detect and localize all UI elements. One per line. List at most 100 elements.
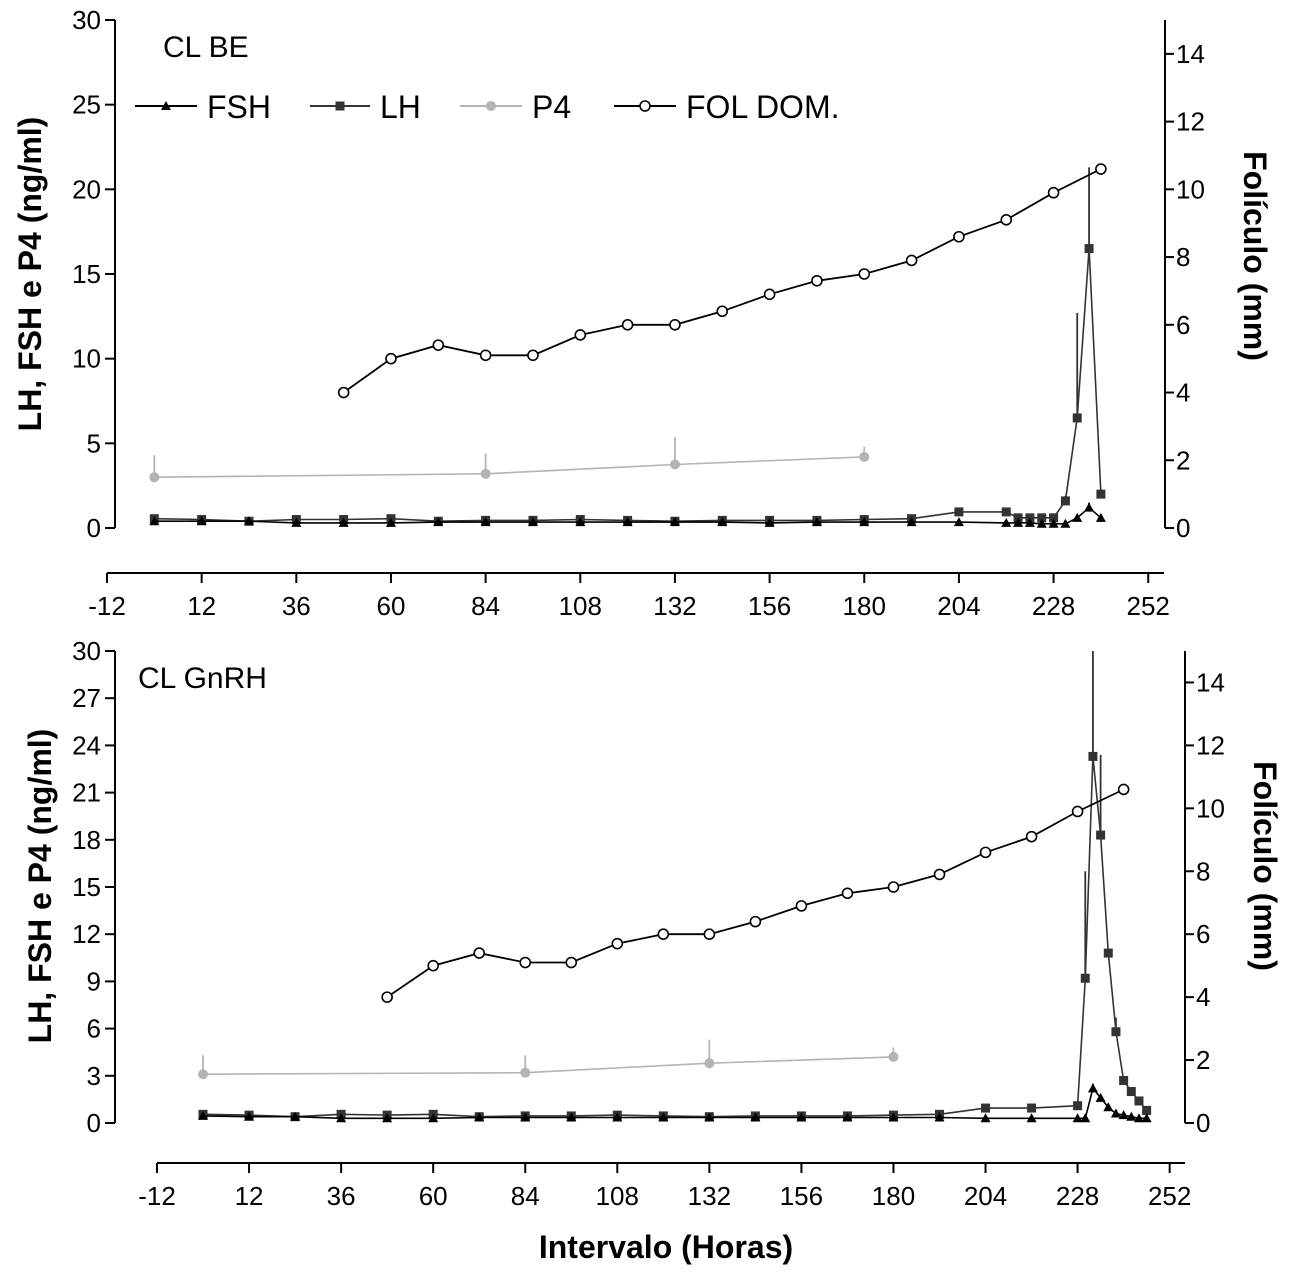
y-tick-label-left: 15 <box>72 872 101 902</box>
data-point-fsh <box>196 516 207 526</box>
data-point-fol <box>479 349 492 362</box>
data-point-fsh <box>336 1113 347 1123</box>
data-point-fsh <box>1133 1113 1144 1123</box>
x-tick-label: 12 <box>187 591 216 621</box>
legend-label-lh: LH <box>380 89 421 125</box>
data-point-lh <box>1072 413 1082 423</box>
x-tick-label: 60 <box>377 591 406 621</box>
data-point-fsh <box>433 517 444 527</box>
y-tick-label-left: 9 <box>87 966 101 996</box>
y-tick-label-left: 24 <box>72 730 101 760</box>
data-point-p4 <box>859 451 870 462</box>
data-point-fsh <box>1013 517 1024 527</box>
data-point-lh <box>1013 513 1023 523</box>
data-point-lh <box>1037 513 1047 523</box>
data-point-fsh <box>1141 1113 1152 1123</box>
data-point-fsh <box>1060 518 1071 528</box>
series-p4 <box>198 1039 899 1080</box>
data-point-p4 <box>888 1051 899 1062</box>
data-point-fol <box>811 274 823 287</box>
data-point-fol <box>841 887 854 900</box>
y-tick-label-left: 5 <box>87 428 101 458</box>
data-point-fsh <box>566 1112 577 1122</box>
data-point-fol <box>611 937 624 950</box>
x-tick-label: 84 <box>471 591 500 621</box>
x-tick-label: 252 <box>1127 591 1170 621</box>
panel-label: CL GnRH <box>138 662 267 695</box>
y-tick-label-left: 3 <box>87 1061 101 1091</box>
x-tick-label: 252 <box>1148 1181 1191 1211</box>
data-point-fsh <box>1084 502 1095 512</box>
legend-marker-p4 <box>486 101 496 111</box>
data-point-lh <box>1049 513 1059 523</box>
legend-label-fol: FOL DOM. <box>686 89 839 125</box>
y-tick-label-right: 0 <box>1176 513 1190 543</box>
series-line-fol <box>343 168 1102 394</box>
y-tick-label-right: 8 <box>1176 242 1190 272</box>
x-axis-title: Intervalo (Horas) <box>539 1229 793 1265</box>
y-tick-label-left: 0 <box>87 513 101 543</box>
data-point-lh <box>1103 948 1113 958</box>
y-tick-label-left: 30 <box>72 636 101 666</box>
y-tick-label-left: 15 <box>72 259 101 289</box>
data-point-fsh <box>1087 1083 1098 1093</box>
data-point-fsh <box>1103 1102 1114 1112</box>
x-tick-label: 204 <box>937 591 980 621</box>
data-point-fsh <box>622 517 633 527</box>
y-tick-label-left: 6 <box>87 1014 101 1044</box>
data-point-lh <box>1073 1101 1083 1111</box>
series-fsh <box>198 1083 1152 1123</box>
data-point-lh <box>1096 830 1106 840</box>
data-point-lh <box>1111 1027 1121 1037</box>
data-point-fsh <box>198 1110 209 1120</box>
data-point-fsh <box>1110 1108 1121 1118</box>
x-tick-label: -12 <box>88 591 126 621</box>
data-point-fol <box>1071 805 1084 818</box>
y-tick-label-left: 0 <box>87 1108 101 1138</box>
data-point-fol <box>669 318 681 331</box>
data-point-lh <box>1119 1076 1129 1086</box>
x-tick-label: -12 <box>138 1181 176 1211</box>
y-tick-label-right: 6 <box>1176 310 1190 340</box>
data-point-fol <box>933 868 946 881</box>
y-tick-label-left: 21 <box>72 778 101 808</box>
data-point-fsh <box>717 517 728 527</box>
data-point-fol <box>887 881 900 893</box>
x-tick-label: 108 <box>596 1181 639 1211</box>
series-fsh <box>149 502 1106 528</box>
data-point-fsh <box>244 1111 255 1121</box>
data-point-fol <box>621 318 634 331</box>
x-tick-label: 156 <box>748 591 791 621</box>
x-tick-label: 132 <box>688 1181 731 1211</box>
data-point-fsh <box>796 1112 807 1122</box>
data-point-lh <box>1001 507 1011 517</box>
series-lh <box>149 167 1106 526</box>
data-point-lh <box>954 507 964 517</box>
data-point-fsh <box>842 1112 853 1122</box>
data-point-fol <box>519 956 532 969</box>
data-point-fsh <box>338 517 349 527</box>
data-point-p4 <box>149 472 160 483</box>
x-tick-label: 12 <box>235 1181 264 1211</box>
data-point-fsh <box>1024 517 1035 527</box>
y-tick-label-right: 0 <box>1196 1108 1210 1138</box>
data-point-lh <box>1134 1096 1144 1106</box>
data-point-fol <box>749 915 762 928</box>
series-line-fol <box>386 788 1124 998</box>
y-tick-label-right: 14 <box>1196 667 1225 697</box>
series-line-p4 <box>202 1056 894 1075</box>
data-point-fsh <box>669 517 680 527</box>
y-tick-label-right: 12 <box>1196 730 1225 760</box>
data-point-fsh <box>906 517 917 527</box>
legend-marker-fol <box>639 100 651 112</box>
data-point-fsh <box>888 1112 899 1122</box>
data-point-fol <box>385 352 397 365</box>
y-tick-label-right: 4 <box>1196 982 1210 1012</box>
y-tick-label-right: 14 <box>1176 39 1205 69</box>
legend-label-fsh: FSH <box>207 89 271 125</box>
legend: FSH LH P4 FOL DOM. <box>135 89 839 125</box>
data-point-fol <box>565 956 578 969</box>
series-p4 <box>149 437 870 483</box>
y-tick-label-left: 18 <box>72 825 101 855</box>
